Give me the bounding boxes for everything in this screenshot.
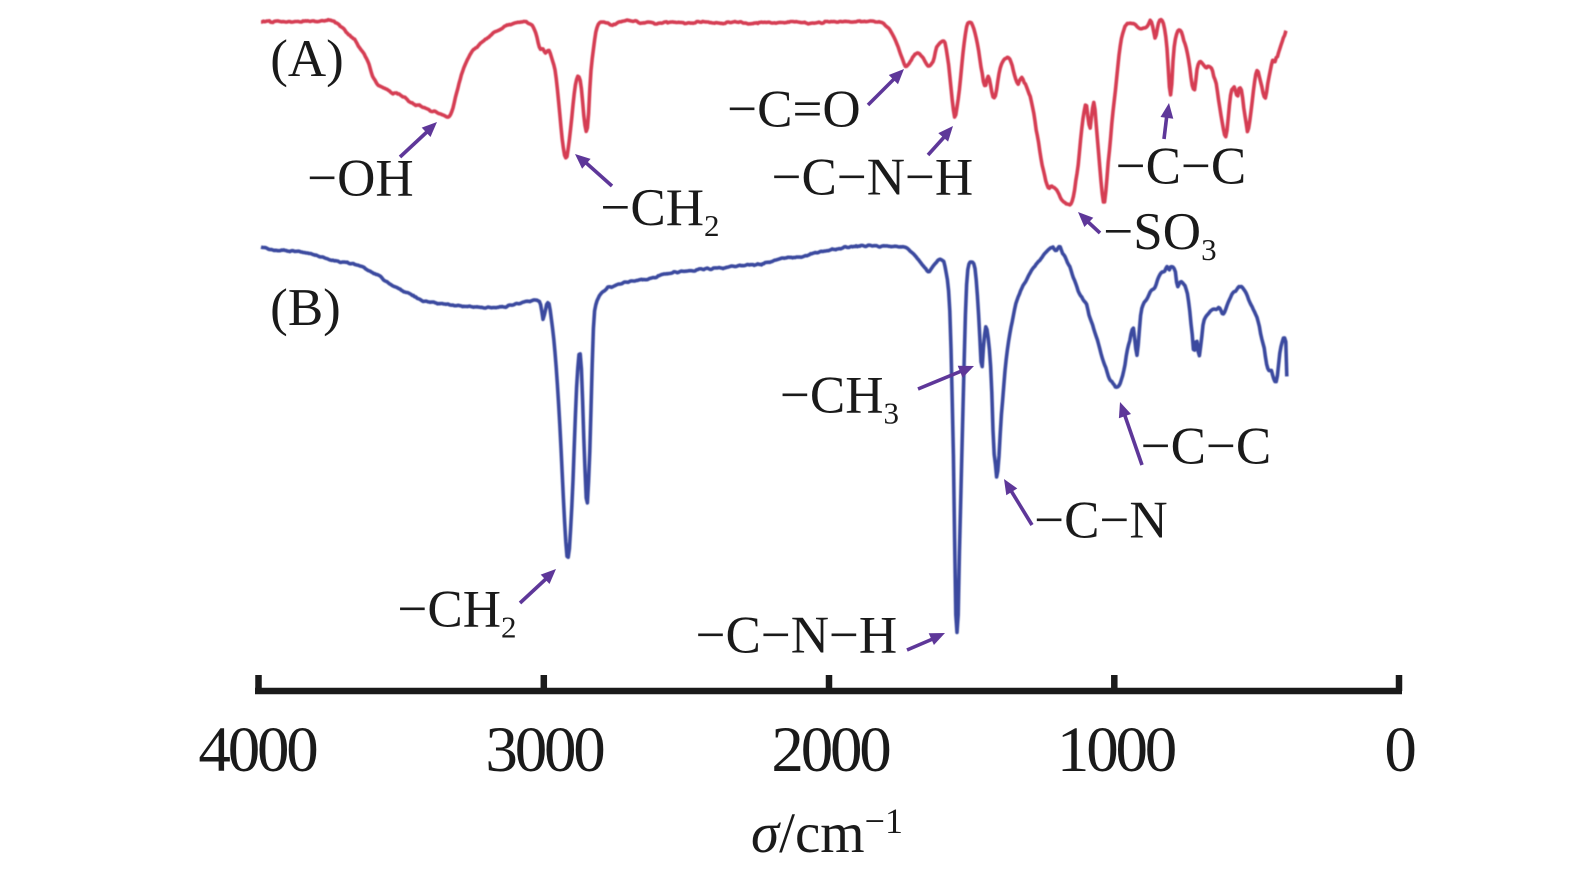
svg-text:−OH: −OH (307, 150, 413, 208)
svg-text:3000: 3000 (485, 714, 604, 786)
svg-text:−C−C: −C−C (1116, 138, 1246, 196)
svg-text:−C−C: −C−C (1141, 418, 1271, 476)
svg-text:(B): (B) (270, 279, 341, 337)
svg-text:−C−N−H: −C−N−H (696, 607, 898, 665)
svg-text:−CH2: −CH2 (600, 179, 719, 243)
svg-text:−CH2: −CH2 (397, 581, 516, 645)
svg-text:−C=O: −C=O (727, 81, 860, 139)
svg-text:0: 0 (1384, 714, 1415, 786)
svg-text:−SO3: −SO3 (1103, 203, 1216, 267)
svg-text:−CH3: −CH3 (780, 367, 899, 431)
svg-text:4000: 4000 (198, 714, 317, 786)
svg-text:−C−N: −C−N (1034, 492, 1167, 550)
svg-text:2000: 2000 (771, 714, 890, 786)
svg-text:−C−N−H: −C−N−H (772, 149, 974, 207)
svg-text:(A): (A) (270, 30, 344, 88)
svg-text:1000: 1000 (1057, 714, 1176, 786)
